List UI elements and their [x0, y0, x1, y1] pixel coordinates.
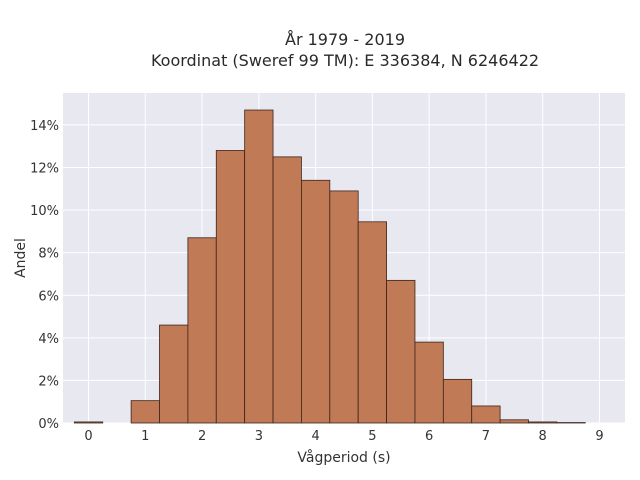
x-tick-label: 1	[141, 429, 149, 444]
y-tick-label: 2%	[38, 374, 59, 389]
histogram-bar	[159, 324, 189, 424]
y-axis-label: Andel	[13, 238, 29, 278]
histogram-bar	[357, 221, 387, 424]
x-tick-label: 7	[482, 429, 490, 444]
x-axis-ticks: 0 1 2 3 4 5 6 7 8 9	[84, 429, 603, 444]
histogram-bar	[301, 179, 331, 424]
x-axis-label: Vågperiod (s)	[297, 449, 390, 466]
histogram-bar	[244, 109, 274, 424]
y-tick-label: 0%	[38, 417, 59, 432]
y-tick-label: 4%	[38, 332, 59, 347]
histogram-bar	[329, 190, 359, 424]
histogram-bar	[414, 341, 444, 424]
histogram-bar	[442, 378, 473, 424]
y-tick-label: 10%	[30, 204, 59, 219]
histogram-bar	[499, 419, 529, 424]
bars	[73, 109, 586, 424]
x-tick-label: 2	[198, 429, 206, 444]
histogram-bar	[528, 421, 558, 424]
x-tick-label: 0	[84, 429, 92, 444]
x-tick-label: 9	[595, 429, 603, 444]
chart-title-line1: År 1979 - 2019	[285, 30, 405, 49]
histogram-bar	[187, 237, 217, 424]
y-tick-label: 12%	[30, 162, 59, 177]
histogram-bar	[73, 421, 104, 424]
y-tick-label: 8%	[38, 247, 59, 262]
x-tick-label: 8	[539, 429, 547, 444]
histogram-bar	[386, 279, 416, 424]
histogram-bar	[215, 150, 246, 424]
x-tick-label: 5	[368, 429, 376, 444]
y-tick-label: 6%	[38, 289, 59, 304]
histogram-bar	[471, 405, 501, 424]
y-axis-ticks: 0% 2% 4% 6% 8% 10% 12% 14%	[30, 119, 59, 432]
histogram-bar	[272, 156, 302, 424]
x-tick-label: 4	[311, 429, 319, 444]
x-tick-label: 3	[255, 429, 263, 444]
x-tick-label: 6	[425, 429, 433, 444]
chart-title-line2: Koordinat (Sweref 99 TM): E 336384, N 62…	[151, 51, 539, 70]
histogram-bar	[130, 400, 160, 424]
y-tick-label: 14%	[30, 119, 59, 134]
